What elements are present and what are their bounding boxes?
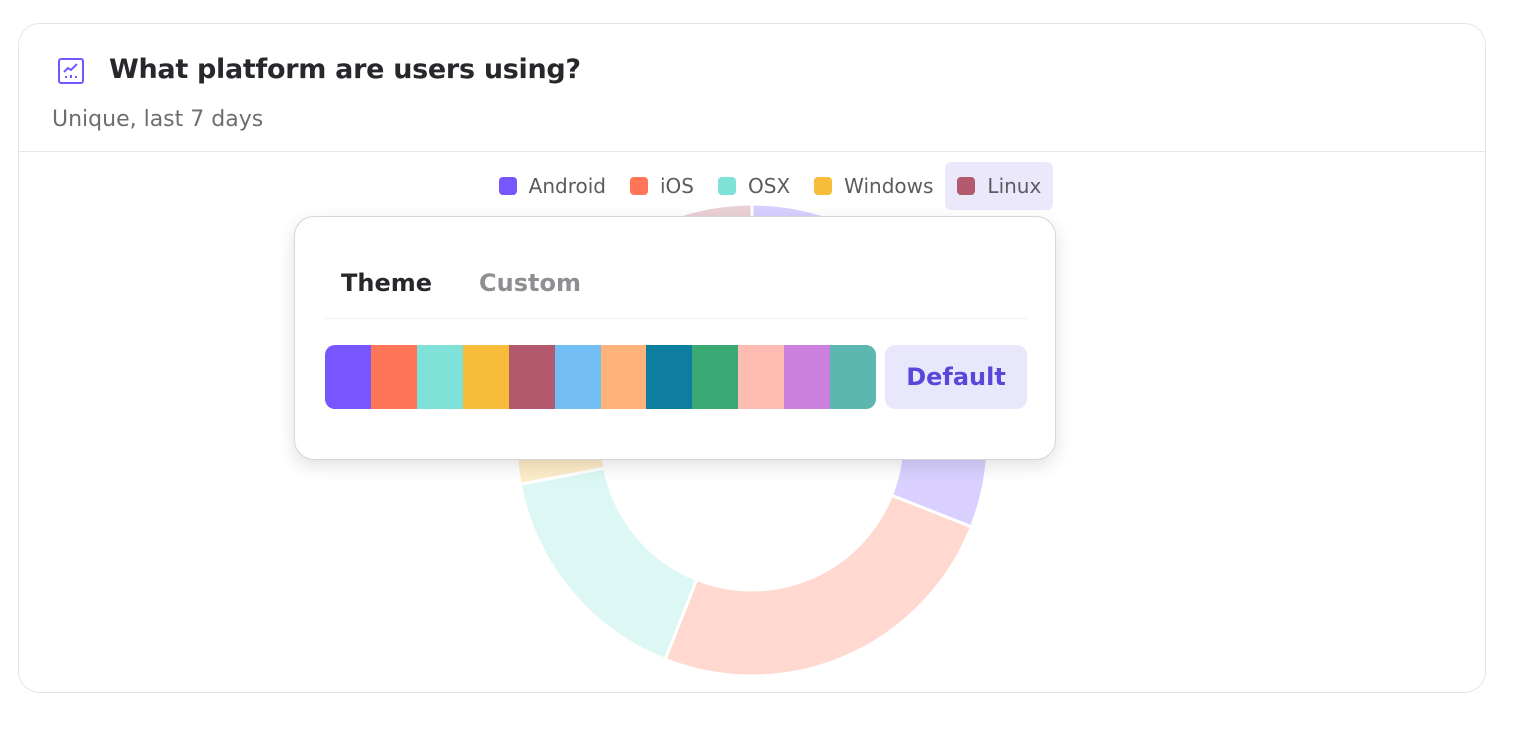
legend-swatch <box>630 177 648 195</box>
card-title: What platform are users using? <box>109 54 581 85</box>
donut-slice-osx[interactable] <box>518 466 699 662</box>
theme-palette[interactable] <box>325 345 876 409</box>
palette-color-swatch <box>738 345 785 409</box>
palette-color-swatch <box>554 345 601 409</box>
legend-swatch <box>498 177 517 195</box>
palette-color-swatch <box>508 345 555 409</box>
legend-label: Linux <box>987 174 1042 198</box>
legend-swatch <box>718 177 736 195</box>
palette-color-swatch <box>325 345 371 409</box>
palette-color-swatch <box>370 345 417 409</box>
legend-item-windows[interactable]: Windows <box>802 162 945 210</box>
palette-color-swatch <box>784 345 831 409</box>
chart-legend: Android iOS OSX Windows Linux <box>19 162 1485 210</box>
palette-color-swatch <box>830 345 876 409</box>
palette-color-swatch <box>462 345 509 409</box>
default-button[interactable]: Default <box>885 345 1027 409</box>
palette-color-swatch <box>692 345 739 409</box>
palette-color-swatch <box>416 345 463 409</box>
legend-swatch <box>814 177 833 195</box>
donut-slice-ios[interactable] <box>663 493 974 678</box>
divider <box>325 318 1027 319</box>
legend-item-android[interactable]: Android <box>487 162 618 210</box>
legend-item-osx[interactable]: OSX <box>706 162 802 210</box>
insight-card: What platform are users using? Unique, l… <box>18 23 1486 693</box>
legend-item-linux[interactable]: Linux <box>945 162 1054 210</box>
tab-theme[interactable]: Theme <box>341 269 433 297</box>
legend-swatch <box>957 177 976 195</box>
legend-label: Android <box>528 174 606 198</box>
line-chart-icon <box>58 58 84 84</box>
palette-color-swatch <box>600 345 647 409</box>
legend-label: Windows <box>844 174 934 198</box>
color-picker-popover: Theme Custom Default <box>294 216 1056 460</box>
palette-color-swatch <box>646 345 693 409</box>
legend-label: OSX <box>748 174 791 198</box>
divider <box>19 151 1485 152</box>
tab-custom[interactable]: Custom <box>479 269 581 297</box>
legend-item-ios[interactable]: iOS <box>618 162 706 210</box>
card-subtitle: Unique, last 7 days <box>52 107 264 132</box>
legend-label: iOS <box>660 174 694 198</box>
